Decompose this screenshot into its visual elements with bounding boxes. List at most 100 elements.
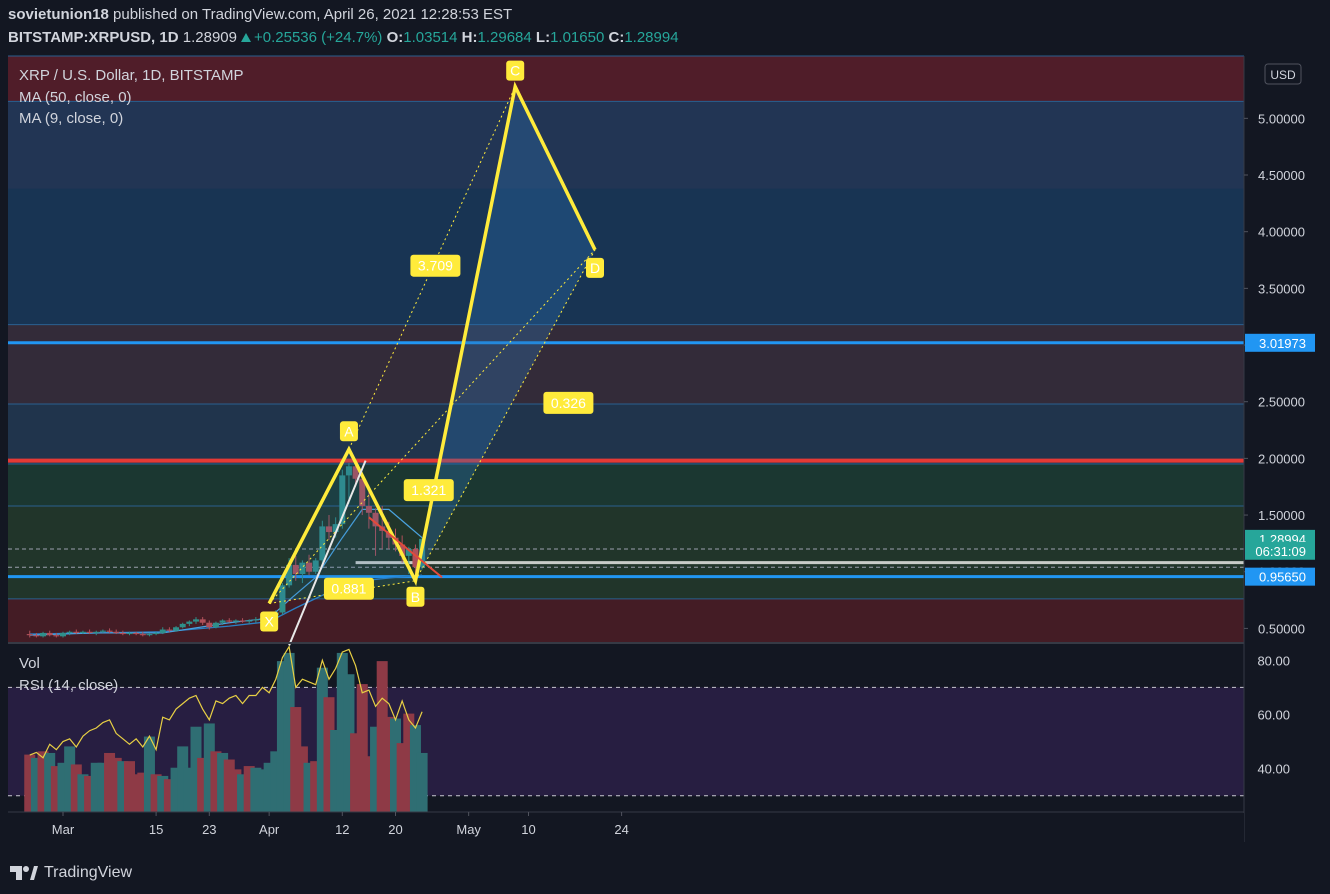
legend-volume[interactable]: Vol — [19, 655, 40, 672]
volume-bar — [50, 766, 62, 812]
horizontal-lines-layer — [8, 341, 1244, 579]
time-tick-label: 24 — [614, 822, 628, 837]
volume-bar — [117, 761, 129, 812]
descending-trend-line — [368, 516, 443, 579]
price-axis-background — [1244, 56, 1330, 842]
volume-bar — [24, 754, 36, 812]
volume-bar — [37, 751, 49, 812]
chart-header: sovietunion18 published on TradingView.c… — [0, 0, 1330, 56]
time-tick-label: Apr — [259, 822, 280, 837]
time-tick-label: May — [456, 822, 481, 837]
candle-body — [199, 619, 206, 623]
volume-bar — [223, 759, 235, 812]
published-text: published on TradingView.com, April 26, … — [113, 6, 513, 23]
pattern-point-box — [506, 60, 525, 81]
candle-body — [292, 564, 299, 574]
price-tick-label: 4.00000 — [1258, 225, 1305, 240]
price-zone — [8, 598, 1244, 642]
price-marker-box — [1245, 333, 1315, 352]
price-marker-label: 0.95650 — [1259, 570, 1306, 585]
volume-bar — [290, 707, 302, 812]
candle-body — [212, 622, 219, 628]
volume-bar — [390, 718, 401, 812]
pattern-point-box — [586, 257, 604, 278]
candle-body — [193, 619, 199, 622]
pattern-fill-bcd — [415, 86, 595, 581]
volume-bar — [257, 769, 268, 812]
candle-body — [73, 631, 80, 633]
candle-body — [345, 466, 352, 476]
volume-bar — [363, 756, 375, 812]
volume-bar — [323, 697, 335, 812]
volume-bar — [376, 661, 388, 812]
close-value: 1.28994 — [624, 29, 679, 46]
pattern-point-box — [406, 586, 425, 607]
harmonic-pattern-layer[interactable]: 0.881 1.321 3.709 0.326 X A B C D — [260, 60, 604, 646]
candle-body — [113, 631, 120, 633]
legend-rsi[interactable]: RSI (14, close) — [19, 677, 119, 694]
price-marker-box — [1245, 541, 1315, 560]
volume-bar — [170, 767, 182, 812]
candle-body — [279, 585, 286, 613]
candle-body — [226, 620, 233, 622]
price-chart[interactable]: 0.881 1.321 3.709 0.326 X A B C D USD 5.00000 4.50… — [0, 0, 1330, 852]
price-zone — [8, 101, 1244, 325]
candle-body — [372, 512, 379, 527]
legend-ma50[interactable]: MA (50, close, 0) — [19, 89, 132, 106]
candle-body — [232, 620, 239, 622]
candle-body — [186, 621, 193, 624]
volume-bar — [409, 725, 421, 812]
publisher-name[interactable]: sovietunion18 — [8, 6, 109, 23]
volume-bar — [217, 752, 229, 812]
candle-body — [126, 632, 133, 635]
candle-body — [412, 549, 419, 568]
volume-bar — [263, 762, 275, 812]
candle-body — [359, 478, 366, 506]
ratio-label-box — [543, 391, 594, 414]
volume-bar — [343, 674, 355, 812]
zones-layer — [8, 55, 1244, 642]
tradingview-logo[interactable]: TradingView — [10, 862, 132, 884]
ma9-line — [29, 508, 423, 636]
volume-bar — [210, 751, 222, 812]
volume-bar — [90, 762, 102, 812]
volume-bar — [203, 723, 215, 812]
rsi-line — [29, 645, 423, 759]
candle-body — [99, 630, 106, 632]
pattern-ratio-line — [348, 86, 516, 450]
volume-bar — [310, 761, 322, 812]
open-label: O: — [386, 29, 404, 46]
candle-body — [159, 629, 166, 633]
ratio-label: 1.321 — [411, 482, 446, 498]
time-tick-label: 12 — [335, 822, 349, 837]
volume-bar — [350, 733, 362, 812]
time-tick-label: 20 — [388, 822, 402, 837]
volume-bar — [276, 661, 288, 812]
volume-bar — [150, 774, 162, 812]
price-zone — [8, 505, 1244, 599]
price-marker-label: 06:31:09 — [1255, 544, 1306, 559]
volume-bar — [336, 652, 348, 812]
candle-body — [119, 632, 126, 635]
volume-bar — [296, 746, 308, 812]
volume-bar — [396, 743, 408, 812]
volume-bar — [163, 779, 175, 812]
volume-bar — [370, 726, 382, 812]
volume-bar — [30, 757, 42, 812]
volume-bar — [97, 762, 109, 812]
close-label: C: — [608, 29, 625, 46]
volume-bar — [57, 762, 69, 812]
volume-bar — [77, 774, 89, 812]
candle-body — [173, 627, 180, 631]
volume-bar — [130, 774, 142, 812]
candle-body — [40, 632, 47, 637]
legend-ma9[interactable]: MA (9, close, 0) — [19, 110, 124, 127]
volume-bar — [416, 752, 428, 812]
candle-body — [60, 632, 66, 637]
ratio-label-box — [323, 577, 374, 600]
candle-body — [306, 562, 313, 572]
price-zone — [8, 403, 1244, 465]
price-tick-label: 2.50000 — [1258, 395, 1305, 410]
volume-bar — [383, 716, 395, 812]
volume-bar — [157, 775, 169, 812]
